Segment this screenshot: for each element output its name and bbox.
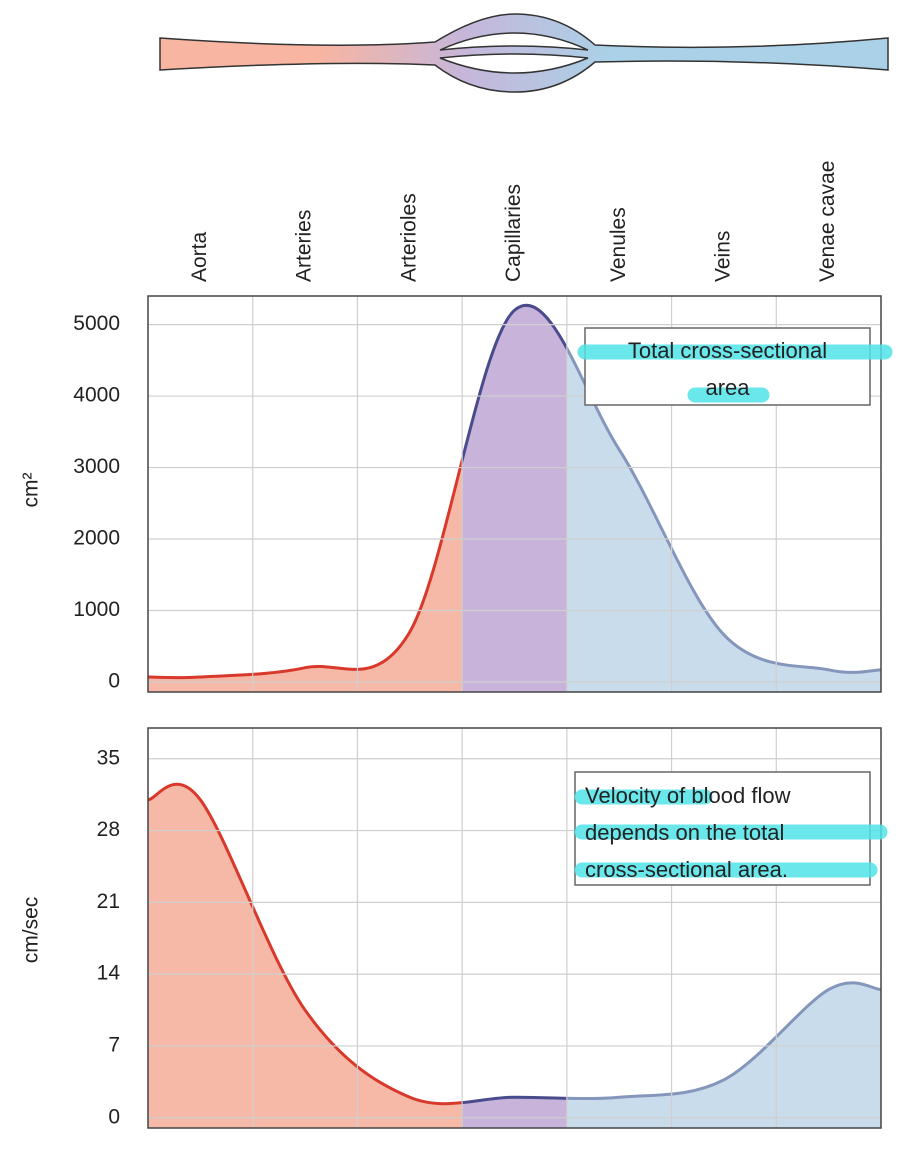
y-tick-label: 7 bbox=[108, 1033, 120, 1056]
line-segment bbox=[148, 782, 254, 912]
y-tick-label: 4000 bbox=[73, 384, 120, 407]
area-segment bbox=[566, 1094, 673, 1128]
category-label: Veins bbox=[711, 231, 734, 282]
annotation-text: depends on the total bbox=[585, 820, 784, 845]
y-tick-label: 21 bbox=[97, 890, 120, 913]
y-axis-label: cm/sec bbox=[20, 897, 43, 964]
vessel-diagram bbox=[159, 13, 889, 93]
annotation-text: cross-sectional area. bbox=[585, 857, 788, 882]
area-segment bbox=[462, 305, 568, 692]
annotation-text: Total cross-sectional bbox=[628, 338, 827, 363]
category-label: Capillaries bbox=[502, 184, 525, 282]
area-segment bbox=[462, 1097, 568, 1128]
area-segment bbox=[357, 458, 463, 692]
y-tick-label: 2000 bbox=[73, 527, 120, 550]
line-segment bbox=[462, 1095, 568, 1105]
category-label: Arterioles bbox=[397, 193, 420, 282]
area-segment bbox=[252, 906, 358, 1128]
area-segment bbox=[671, 548, 777, 692]
y-tick-label: 35 bbox=[97, 746, 120, 769]
area-segment bbox=[566, 348, 673, 692]
area-segment bbox=[776, 663, 881, 692]
area-segment bbox=[776, 982, 881, 1128]
y-tick-label: 5000 bbox=[73, 312, 120, 335]
y-tick-label: 14 bbox=[97, 962, 121, 985]
area-segment bbox=[148, 784, 254, 1128]
annotation-text: area bbox=[705, 375, 750, 400]
category-label: Arteries bbox=[293, 210, 316, 282]
annotation-text: Velocity of blood flow bbox=[585, 783, 791, 808]
line-segment bbox=[252, 665, 358, 676]
y-tick-label: 0 bbox=[108, 670, 120, 693]
category-label: Aorta bbox=[188, 231, 211, 282]
y-tick-label: 3000 bbox=[73, 455, 120, 478]
y-tick-label: 0 bbox=[108, 1105, 120, 1128]
area-segment bbox=[671, 1036, 777, 1128]
line-segment bbox=[671, 1034, 777, 1096]
y-tick-label: 28 bbox=[97, 818, 120, 841]
line-segment bbox=[462, 303, 568, 467]
y-tick-label: 1000 bbox=[73, 598, 120, 621]
plot-frame bbox=[147, 727, 882, 1129]
line-segment bbox=[671, 545, 777, 665]
category-label: Venules bbox=[607, 207, 630, 282]
category-label: Venae cavae bbox=[816, 161, 839, 282]
y-axis-label: cm² bbox=[20, 473, 43, 508]
plot-frame bbox=[147, 295, 882, 693]
